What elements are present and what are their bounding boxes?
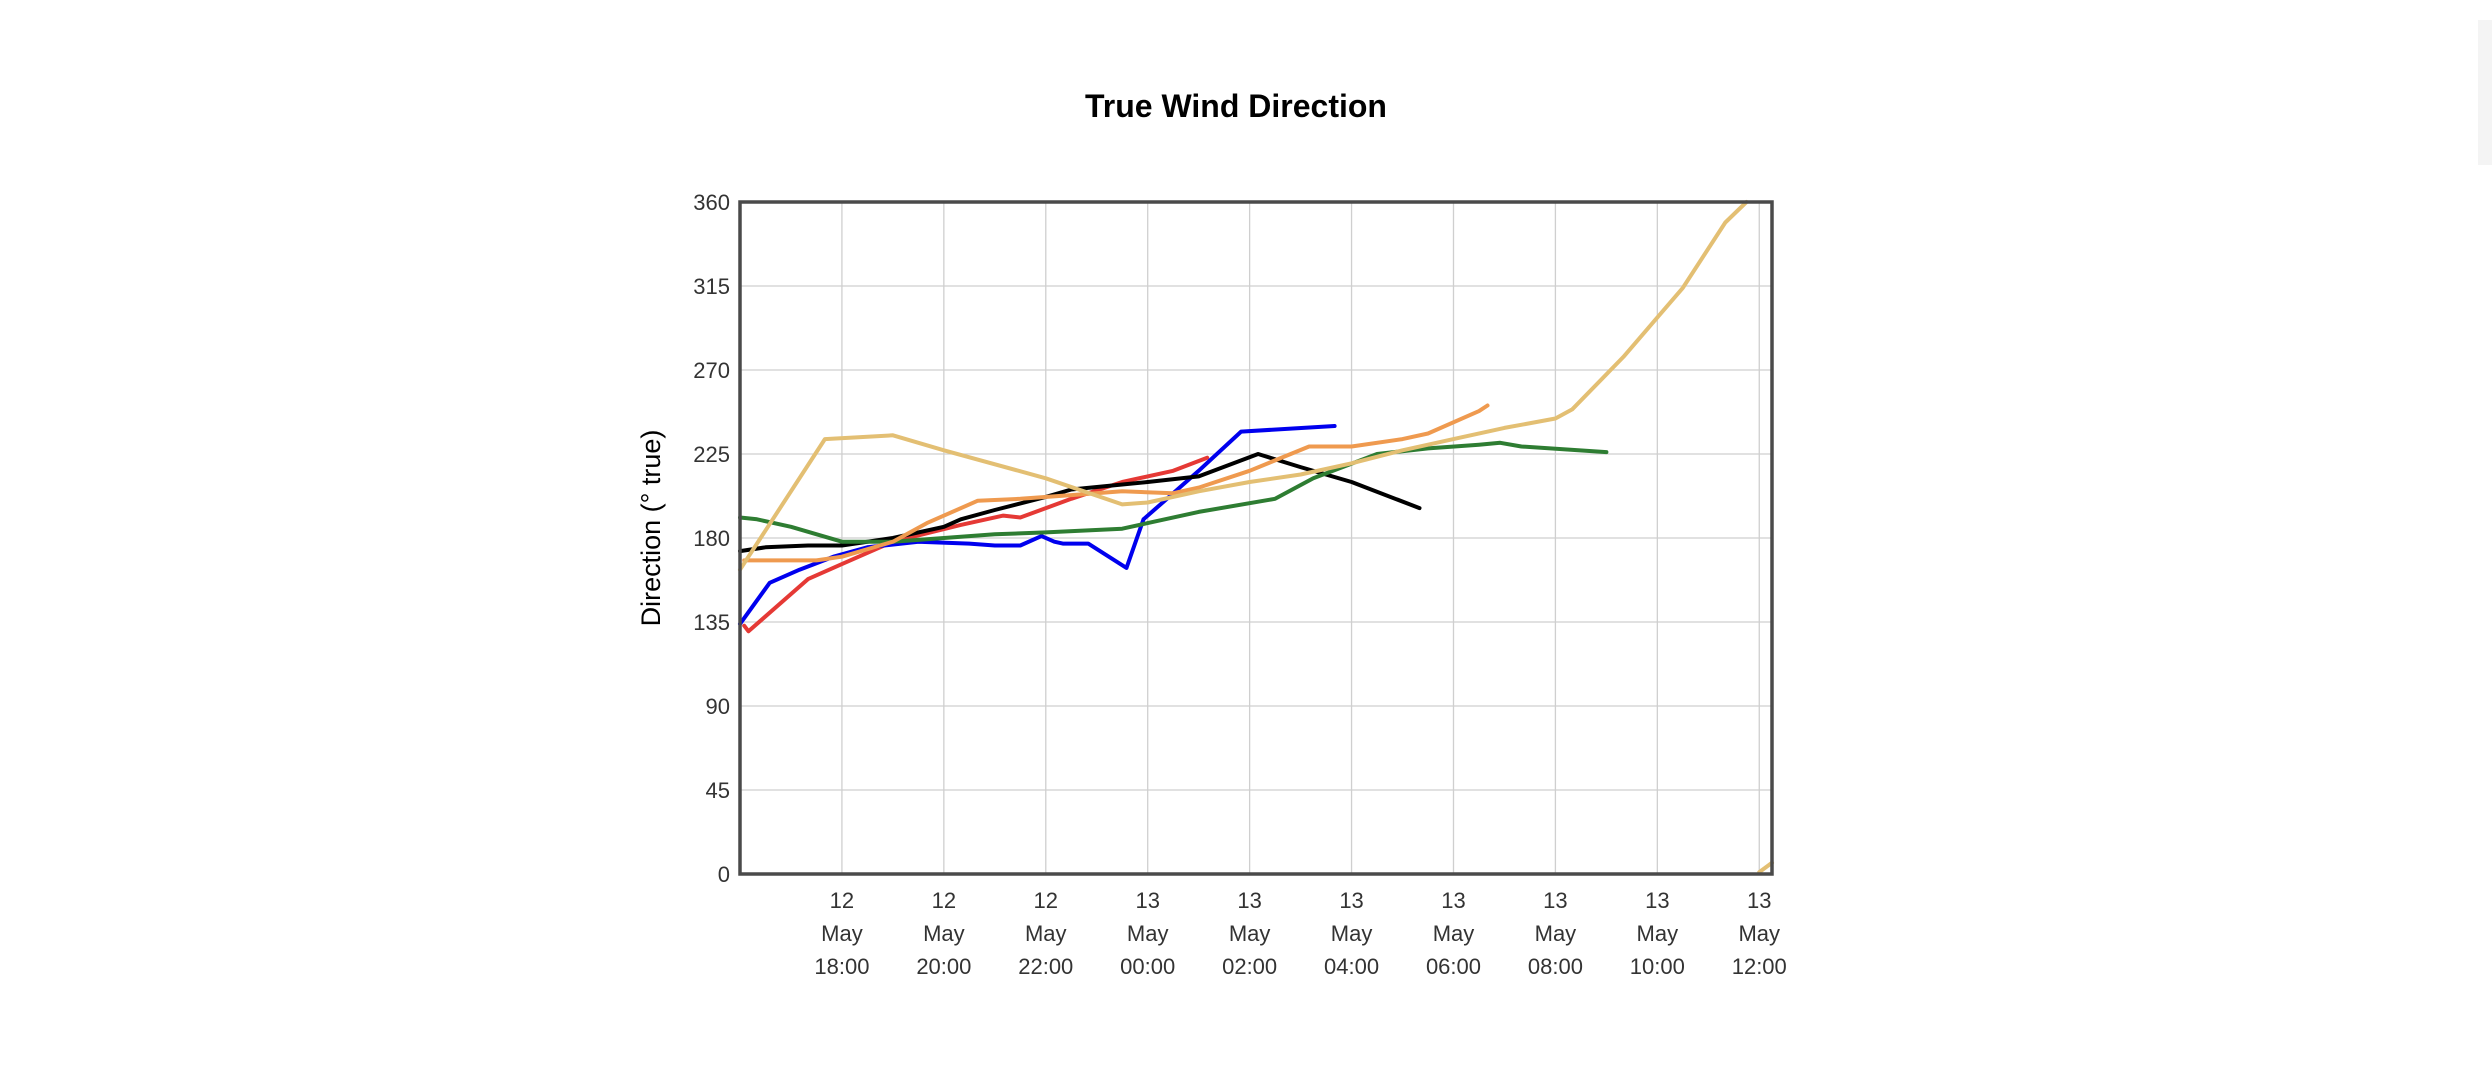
x-tick-label: 13 May 02:00 [1222,888,1277,979]
x-tick-label-line: 12:00 [1732,954,1787,979]
x-tick-label-line: May [1433,921,1475,946]
x-tick-label-line: May [821,921,863,946]
x-tick-label-line: May [1535,921,1577,946]
x-tick-label-line: 13 [1135,888,1159,913]
x-tick-label-line: 10:00 [1630,954,1685,979]
x-tick-label-line: May [1025,921,1067,946]
x-tick-label-line: 20:00 [916,954,971,979]
x-tick-label-line: 02:00 [1222,954,1277,979]
x-tick-label: 13 May 08:00 [1528,888,1583,979]
x-tick-label: 13 May 06:00 [1426,888,1481,979]
y-tick-label: 315 [693,274,730,299]
y-tick-label: 90 [706,694,730,719]
series-line-5 [742,403,1490,563]
x-tick-label: 13 May 04:00 [1324,888,1379,979]
x-tick-label-line: 13 [1339,888,1363,913]
x-tick-label-line: 13 [1747,888,1771,913]
series-line-7 [1757,860,1774,875]
x-tick-label-line: 22:00 [1018,954,1073,979]
x-tick-label-line: May [1738,921,1780,946]
x-tick-label: 13 May 12:00 [1732,888,1787,979]
chart-title: True Wind Direction [1085,88,1387,124]
x-tick-label-line: May [923,921,965,946]
x-tick-label-line: 00:00 [1120,954,1175,979]
x-tick-label: 12 May 20:00 [916,888,971,979]
x-axis-ticks: 12 May 18:00 12 May 20:00 12 May 22:00 13 May 00:00… [814,888,1786,979]
y-tick-label: 135 [693,610,730,635]
y-tick-label: 360 [693,190,730,215]
y-tick-label: 45 [706,778,730,803]
series-line-1 [742,455,1210,634]
x-tick-label-line: 12 [1034,888,1058,913]
x-tick-label-line: 12 [830,888,854,913]
series-line-2 [738,424,1337,626]
edge-tab [2478,20,2492,165]
x-tick-label-line: 13 [1441,888,1465,913]
y-tick-label: 270 [693,358,730,383]
x-tick-label-line: 06:00 [1426,954,1481,979]
x-tick-label-line: May [1127,921,1169,946]
y-tick-label: 180 [693,526,730,551]
x-tick-label: 12 May 22:00 [1018,888,1073,979]
series-layer [738,200,1774,875]
x-tick-label-line: May [1637,921,1679,946]
plot-frame [738,200,1774,876]
x-tick-label-line: May [1229,921,1271,946]
y-axis-ticks: 0 45 90 135 180 225 270 315 360 [693,190,730,887]
y-axis-label: Direction (° true) [636,430,666,627]
x-tick-label-line: 13 [1645,888,1669,913]
x-tick-label-line: 18:00 [814,954,869,979]
series-line-6 [738,200,1749,572]
x-tick-label: 13 May 00:00 [1120,888,1175,979]
series-line-4 [738,440,1609,544]
x-tick-label-line: 04:00 [1324,954,1379,979]
y-tick-label: 225 [693,442,730,467]
x-tick-label-line: 12 [932,888,956,913]
x-tick-label-line: May [1331,921,1373,946]
y-tick-label: 0 [718,862,730,887]
x-tick-label: 12 May 18:00 [814,888,869,979]
x-tick-label-line: 08:00 [1528,954,1583,979]
x-tick-label-line: 13 [1543,888,1567,913]
x-tick-label: 13 May 10:00 [1630,888,1685,979]
x-tick-label-line: 13 [1237,888,1261,913]
